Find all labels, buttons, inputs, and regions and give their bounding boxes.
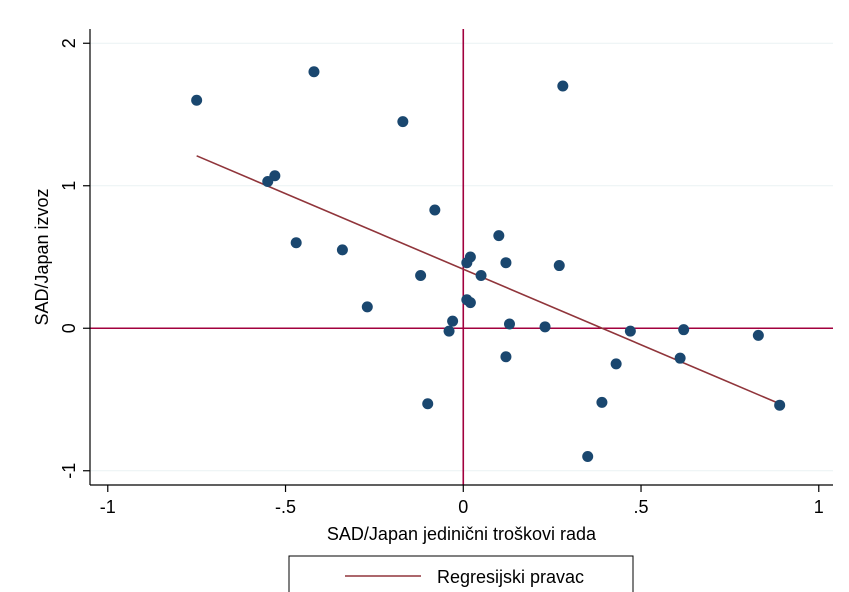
data-point-24: [678, 324, 690, 336]
x-tick-label-1: -.5: [275, 497, 296, 517]
y-tick-label-0: -1: [59, 463, 79, 479]
data-point-11: [461, 257, 473, 269]
y-tick-label-2: 1: [59, 181, 79, 191]
data-point-25: [752, 329, 764, 341]
data-point-29: [422, 398, 434, 410]
data-point-13: [553, 260, 565, 272]
data-point-1: [308, 66, 320, 78]
data-point-7: [493, 230, 505, 242]
data-point-32: [582, 451, 594, 462]
data-point-0: [191, 94, 203, 106]
data-point-26: [500, 351, 512, 363]
data-point-22: [539, 321, 551, 333]
data-point-27: [674, 352, 686, 364]
x-tick-label-3: .5: [634, 497, 649, 517]
data-point-9: [336, 244, 348, 256]
scatter-points: [191, 66, 786, 462]
data-point-2: [397, 116, 409, 128]
data-point-3: [557, 80, 569, 92]
data-point-30: [596, 396, 608, 408]
data-point-31: [774, 399, 786, 411]
data-point-6: [429, 204, 441, 216]
legend: Regresijski pravac: [288, 555, 634, 592]
regression-line: [196, 155, 780, 405]
legend-box: [288, 555, 634, 592]
data-point-18: [361, 301, 373, 313]
y-axis-ticks: -1 0 1 2: [59, 38, 90, 479]
data-point-28: [610, 358, 622, 370]
x-axis-title: SAD/Japan jedinični troškovi rada: [327, 524, 597, 544]
data-point-20: [443, 325, 455, 337]
legend-label: Regresijski pravac: [437, 567, 584, 587]
x-tick-label-4: 1: [814, 497, 824, 517]
data-point-12: [500, 257, 512, 269]
data-point-14: [475, 270, 487, 282]
data-point-23: [624, 325, 636, 337]
y-axis-title: SAD/Japan izvoz: [32, 188, 52, 325]
data-point-17: [464, 297, 476, 309]
data-point-15: [415, 270, 427, 282]
data-point-19: [447, 315, 459, 327]
x-tick-label-0: -1: [100, 497, 116, 517]
axes: [89, 29, 833, 486]
x-axis-ticks: -1 -.5 0 .5 1: [100, 485, 824, 517]
x-tick-label-2: 0: [458, 497, 468, 517]
regression-line-layer: [196, 155, 780, 405]
y-tick-label-1: 0: [59, 323, 79, 333]
grid-lines: [90, 42, 833, 472]
y-tick-label-3: 2: [59, 38, 79, 48]
data-point-21: [503, 318, 515, 330]
data-point-8: [290, 237, 302, 249]
data-point-5: [269, 170, 281, 182]
reference-lines: [90, 29, 833, 485]
